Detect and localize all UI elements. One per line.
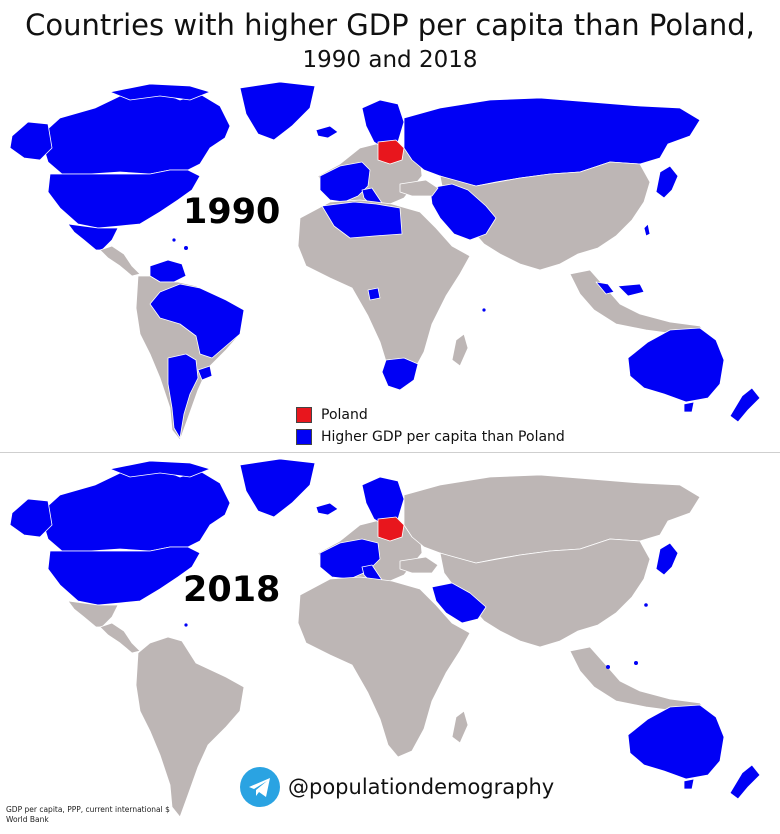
map-title: Countries with higher GDP per capita tha… [25, 8, 755, 42]
legend-item-poland: Poland [296, 404, 565, 426]
north-africa-higher [321, 201, 403, 239]
canada [39, 91, 231, 175]
iceland [315, 502, 339, 516]
russia [403, 474, 701, 564]
australia [627, 704, 725, 780]
new-zealand [729, 387, 761, 423]
brazil [149, 283, 245, 359]
japan [655, 165, 679, 199]
taiwan [643, 223, 651, 237]
year-label-2018: 2018 [183, 570, 281, 610]
arctic-islands [109, 83, 211, 101]
poland [377, 139, 405, 165]
source-line-2: World Bank [6, 815, 49, 824]
madagascar [451, 333, 469, 367]
world-map-1990 [9, 81, 761, 441]
legend-label-higher: Higher GDP per capita than Poland [321, 429, 565, 445]
africa [297, 576, 471, 758]
gabon [367, 287, 381, 301]
alaska [9, 121, 53, 161]
telegram-icon [240, 767, 280, 807]
ussr [403, 97, 701, 187]
source-line-1: GDP per capita, PPP, current internation… [6, 805, 170, 814]
handle-text: @populationdemography [288, 775, 555, 799]
japan [655, 542, 679, 576]
australia [627, 327, 725, 403]
world-map-2018 [9, 458, 761, 818]
source-note: GDP per capita, PPP, current internation… [6, 805, 170, 825]
canada [39, 468, 231, 552]
usa [47, 169, 201, 229]
venezuela [149, 259, 187, 283]
legend-item-higher: Higher GDP per capita than Poland [296, 426, 565, 448]
southeast-asia [569, 269, 707, 335]
usa [47, 546, 201, 606]
turkey [399, 556, 439, 574]
iceland [315, 125, 339, 139]
argentina [167, 353, 199, 439]
turkey [399, 179, 439, 197]
legend-label-poland: Poland [321, 407, 368, 423]
central-america [99, 245, 141, 277]
southeast-asia [569, 646, 707, 712]
africa [297, 199, 471, 381]
tasmania [683, 401, 695, 413]
greenland [239, 458, 316, 518]
greenland [239, 81, 316, 141]
legend: Poland Higher GDP per capita than Poland [296, 404, 565, 448]
new-zealand [729, 764, 761, 800]
arctic-islands [109, 460, 211, 478]
uruguay [197, 365, 213, 381]
tasmania [683, 778, 695, 790]
map-subtitle: 1990 and 2018 [302, 47, 478, 73]
central-america [99, 622, 141, 654]
middle-east [429, 183, 497, 241]
saudi-arabia [431, 582, 487, 624]
legend-swatch-higher [296, 429, 312, 445]
madagascar [451, 710, 469, 744]
social-handle: @populationdemography [240, 767, 554, 807]
south-america [135, 636, 245, 818]
alaska [9, 498, 53, 538]
year-label-1990: 1990 [183, 192, 281, 232]
poland [377, 516, 405, 542]
south-africa [381, 357, 419, 391]
divider [0, 452, 780, 453]
malaysia [595, 281, 645, 297]
legend-swatch-poland [296, 407, 312, 423]
